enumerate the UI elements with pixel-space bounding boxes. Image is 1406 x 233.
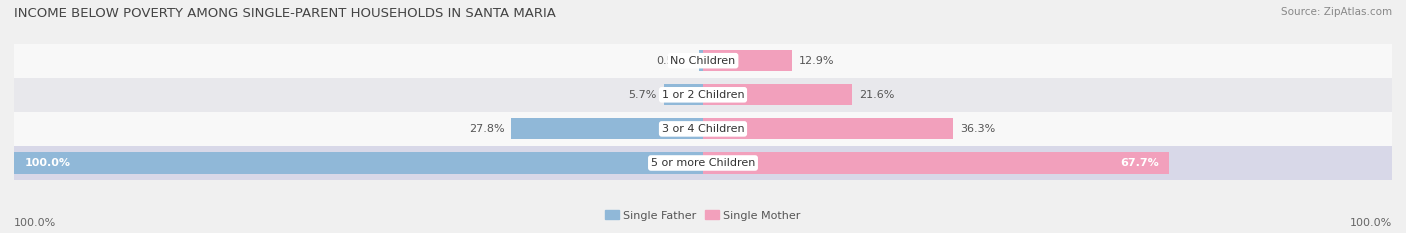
Bar [703,50,792,71]
Legend: Single Father, Single Mother: Single Father, Single Mother [600,206,806,225]
Bar [14,152,703,174]
Text: 1 or 2 Children: 1 or 2 Children [662,90,744,100]
Text: No Children: No Children [671,56,735,66]
Bar [512,118,703,140]
Text: 67.7%: 67.7% [1121,158,1159,168]
Text: 12.9%: 12.9% [799,56,834,66]
Text: 27.8%: 27.8% [470,124,505,134]
Text: 100.0%: 100.0% [14,218,56,228]
Text: 100.0%: 100.0% [24,158,70,168]
Bar [14,78,1392,112]
Bar [703,152,1170,174]
Text: 0.59%: 0.59% [657,56,692,66]
Bar [14,44,1392,78]
Bar [664,84,703,105]
Bar [703,84,852,105]
Bar [14,146,1392,180]
Bar [703,118,953,140]
Text: 100.0%: 100.0% [1350,218,1392,228]
Text: 36.3%: 36.3% [960,124,995,134]
Bar [699,50,703,71]
Text: INCOME BELOW POVERTY AMONG SINGLE-PARENT HOUSEHOLDS IN SANTA MARIA: INCOME BELOW POVERTY AMONG SINGLE-PARENT… [14,7,555,20]
Text: 5 or more Children: 5 or more Children [651,158,755,168]
Text: 5.7%: 5.7% [628,90,657,100]
Bar [14,112,1392,146]
Text: 21.6%: 21.6% [859,90,894,100]
Text: 3 or 4 Children: 3 or 4 Children [662,124,744,134]
Text: Source: ZipAtlas.com: Source: ZipAtlas.com [1281,7,1392,17]
